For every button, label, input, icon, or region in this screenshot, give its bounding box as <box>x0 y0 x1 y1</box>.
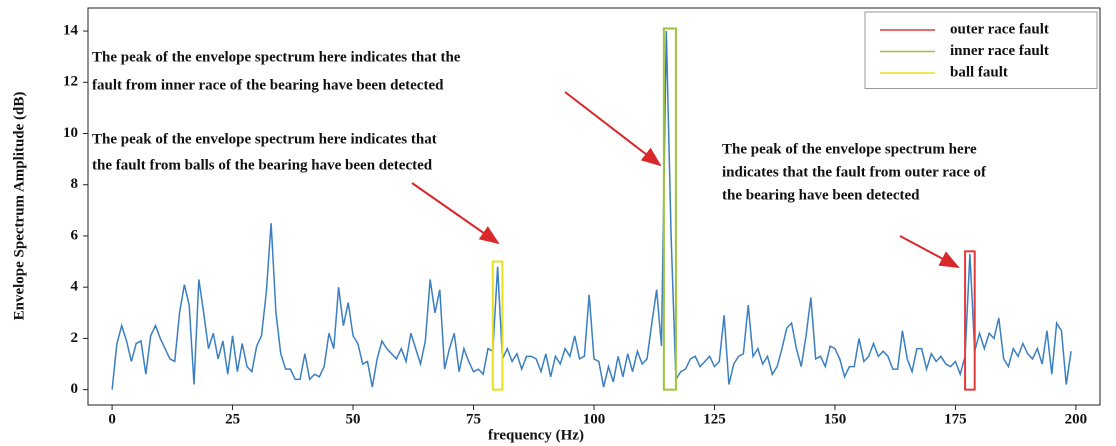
x-tick-label: 75 <box>466 411 481 427</box>
x-tick-label: 125 <box>703 411 726 427</box>
annotation-text: The peak of the envelope spectrum here i… <box>92 131 437 147</box>
x-tick-label: 100 <box>583 411 606 427</box>
annotation-text: the bearing have been detected <box>722 187 920 203</box>
y-tick-label: 14 <box>63 22 79 38</box>
x-tick-label: 150 <box>824 411 847 427</box>
fault-highlight <box>964 250 976 391</box>
legend-label: ball fault <box>950 64 1008 80</box>
x-tick-label: 200 <box>1065 411 1088 427</box>
annotation-arrow <box>411 182 500 245</box>
legend-label: inner race fault <box>950 43 1049 59</box>
spectrum-line <box>111 31 1072 390</box>
annotation-arrow <box>899 235 960 268</box>
annotation-text: The peak of the envelope spectrum here <box>722 141 977 157</box>
annotation-text: The peak of the envelope spectrum here i… <box>92 49 461 65</box>
y-tick-label: 0 <box>71 381 79 397</box>
annotation-text: indicates that the fault from outer race… <box>722 164 987 180</box>
y-tick-label: 2 <box>71 330 79 346</box>
fault-highlight <box>662 27 677 391</box>
fault-highlight <box>491 260 504 391</box>
y-tick-label: 12 <box>63 74 78 90</box>
annotation-arrow <box>564 91 662 167</box>
y-axis-label: Envelope Spectrum Amplitude (dB) <box>11 92 27 321</box>
y-tick-label: 10 <box>63 125 78 141</box>
annotation-text: the fault from balls of the bearing have… <box>92 157 433 173</box>
x-tick-label: 175 <box>944 411 967 427</box>
legend-label: outer race fault <box>950 21 1049 37</box>
y-tick-label: 8 <box>71 176 79 192</box>
legend-box <box>864 11 1098 89</box>
x-axis-label: frequency (Hz) <box>488 427 584 443</box>
x-tick-label: 50 <box>346 411 361 427</box>
x-tick-label: 0 <box>108 411 116 427</box>
y-tick-label: 6 <box>71 227 79 243</box>
y-tick-label: 4 <box>71 279 79 295</box>
annotation-text: fault from inner race of the bearing hav… <box>92 77 444 93</box>
x-tick-label: 25 <box>225 411 240 427</box>
